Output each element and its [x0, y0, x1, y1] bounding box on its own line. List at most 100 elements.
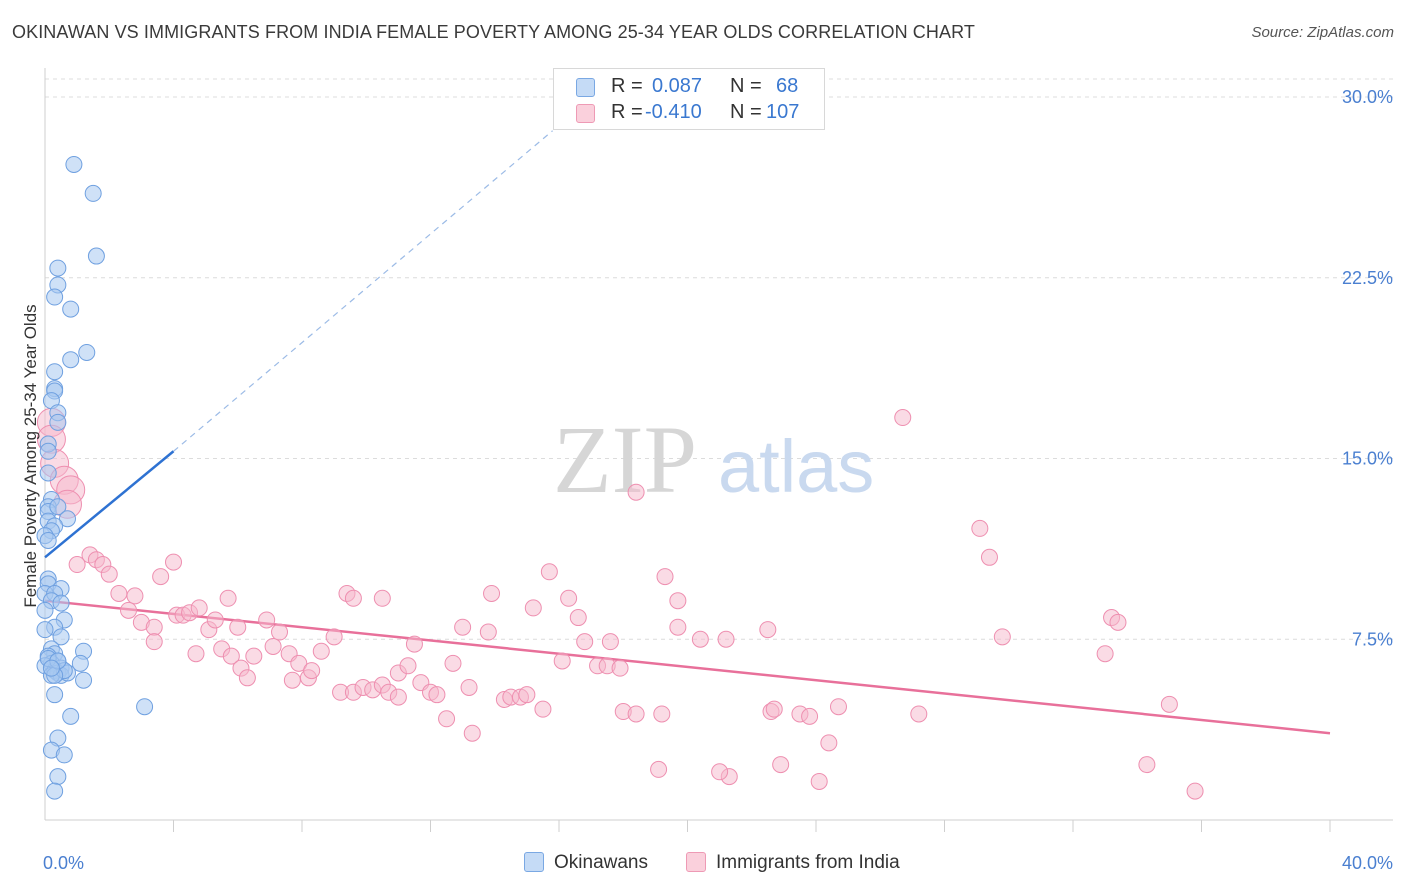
point-okinawans: [84, 184, 102, 202]
point-india: [910, 705, 928, 723]
trendline-okinawans: [44, 450, 175, 559]
point-india: [669, 592, 687, 610]
point-okinawans: [65, 155, 83, 173]
point-okinawans: [36, 621, 54, 639]
legend-r-label: R =: [611, 101, 643, 123]
point-okinawans: [55, 746, 73, 764]
point-india: [463, 724, 481, 742]
gridlines: [45, 78, 1393, 640]
point-okinawans: [136, 698, 154, 716]
point-okinawans: [75, 671, 93, 689]
point-india: [569, 609, 587, 627]
point-india: [627, 483, 645, 501]
legend-n-value: 68: [776, 75, 799, 97]
legend-row-okinawans: R = 0.087 N = 68: [554, 75, 824, 101]
point-okinawans: [49, 768, 67, 786]
point-india: [290, 654, 308, 672]
point-okinawans: [39, 464, 57, 482]
point-india: [772, 756, 790, 774]
point-india: [479, 623, 497, 641]
point-india: [126, 587, 144, 605]
legend-label-okinawans: Okinawans: [554, 852, 648, 873]
point-india: [518, 686, 536, 704]
legend-row-india: R = -0.410 N = 107: [554, 101, 824, 127]
point-india: [653, 705, 671, 723]
point-okinawans: [52, 594, 70, 612]
point-india: [283, 671, 301, 689]
point-india: [691, 630, 709, 648]
y-axis-title: Female Poverty Among 25-34 Year Olds: [21, 304, 40, 607]
point-india: [540, 563, 558, 581]
point-india: [656, 568, 674, 586]
point-india: [993, 628, 1011, 646]
point-india: [373, 589, 391, 607]
tick-labels: 7.5% 15.0% 22.5% 30.0% 0.0% 40.0%: [43, 87, 1393, 873]
point-india: [601, 633, 619, 651]
point-india: [971, 519, 989, 537]
point-india: [68, 556, 86, 574]
legend-label-india: Immigrants from India: [716, 852, 900, 873]
point-india: [264, 637, 282, 655]
point-india: [460, 678, 478, 696]
legend-swatch-india: [686, 852, 706, 872]
y-tick-label: 15.0%: [1342, 449, 1393, 469]
point-okinawans: [49, 259, 67, 277]
point-india: [219, 589, 237, 607]
point-india: [444, 654, 462, 672]
legend-r-label: R =: [611, 75, 643, 97]
point-india: [238, 669, 256, 687]
point-okinawans: [87, 247, 105, 265]
point-india: [829, 698, 847, 716]
point-india: [1160, 695, 1178, 713]
chart-title: OKINAWAN VS IMMIGRANTS FROM INDIA FEMALE…: [12, 22, 975, 42]
point-india: [576, 633, 594, 651]
point-india: [560, 589, 578, 607]
point-india: [152, 568, 170, 586]
point-india: [1138, 756, 1156, 774]
point-okinawans: [71, 654, 89, 672]
point-india: [405, 635, 423, 653]
point-india: [120, 601, 138, 619]
legend-n-value: 107: [766, 101, 800, 123]
legend-n-label: N =: [730, 75, 762, 97]
point-india: [190, 599, 208, 617]
point-india: [711, 763, 729, 781]
watermark-atlas: atlas: [718, 425, 874, 508]
point-india: [454, 618, 472, 636]
point-india: [303, 662, 321, 680]
point-india: [553, 652, 571, 670]
point-india: [271, 623, 289, 641]
point-india: [312, 642, 330, 660]
point-india: [627, 705, 645, 723]
point-india: [428, 686, 446, 704]
legend-item-india[interactable]: Immigrants from India: [686, 852, 900, 874]
point-india: [325, 628, 343, 646]
legend-swatch-india: [576, 104, 595, 123]
legend-r-value: 0.087: [652, 75, 703, 97]
point-india: [1109, 613, 1127, 631]
legend-swatch-okinawans: [576, 78, 595, 97]
point-india: [245, 647, 263, 665]
point-india: [759, 621, 777, 639]
point-india: [894, 409, 912, 427]
point-okinawans: [62, 351, 80, 369]
y-tick-label: 22.5%: [1342, 268, 1393, 288]
point-india: [145, 633, 163, 651]
point-india: [820, 734, 838, 752]
point-india: [110, 584, 128, 602]
point-okinawans: [58, 510, 76, 528]
point-india: [100, 565, 118, 583]
legend-item-okinawans[interactable]: Okinawans: [524, 852, 648, 874]
point-okinawans: [62, 300, 80, 318]
watermark-zip: ZIP: [553, 406, 697, 513]
data-points: [36, 155, 1204, 800]
point-india: [650, 760, 668, 778]
point-okinawans: [52, 628, 70, 646]
point-okinawans: [62, 707, 80, 725]
x-tick-label: 0.0%: [43, 853, 84, 873]
point-india: [165, 553, 182, 571]
point-india: [717, 630, 735, 648]
point-india: [980, 548, 998, 566]
point-india: [765, 700, 783, 718]
x-tick-label: 40.0%: [1342, 853, 1393, 873]
